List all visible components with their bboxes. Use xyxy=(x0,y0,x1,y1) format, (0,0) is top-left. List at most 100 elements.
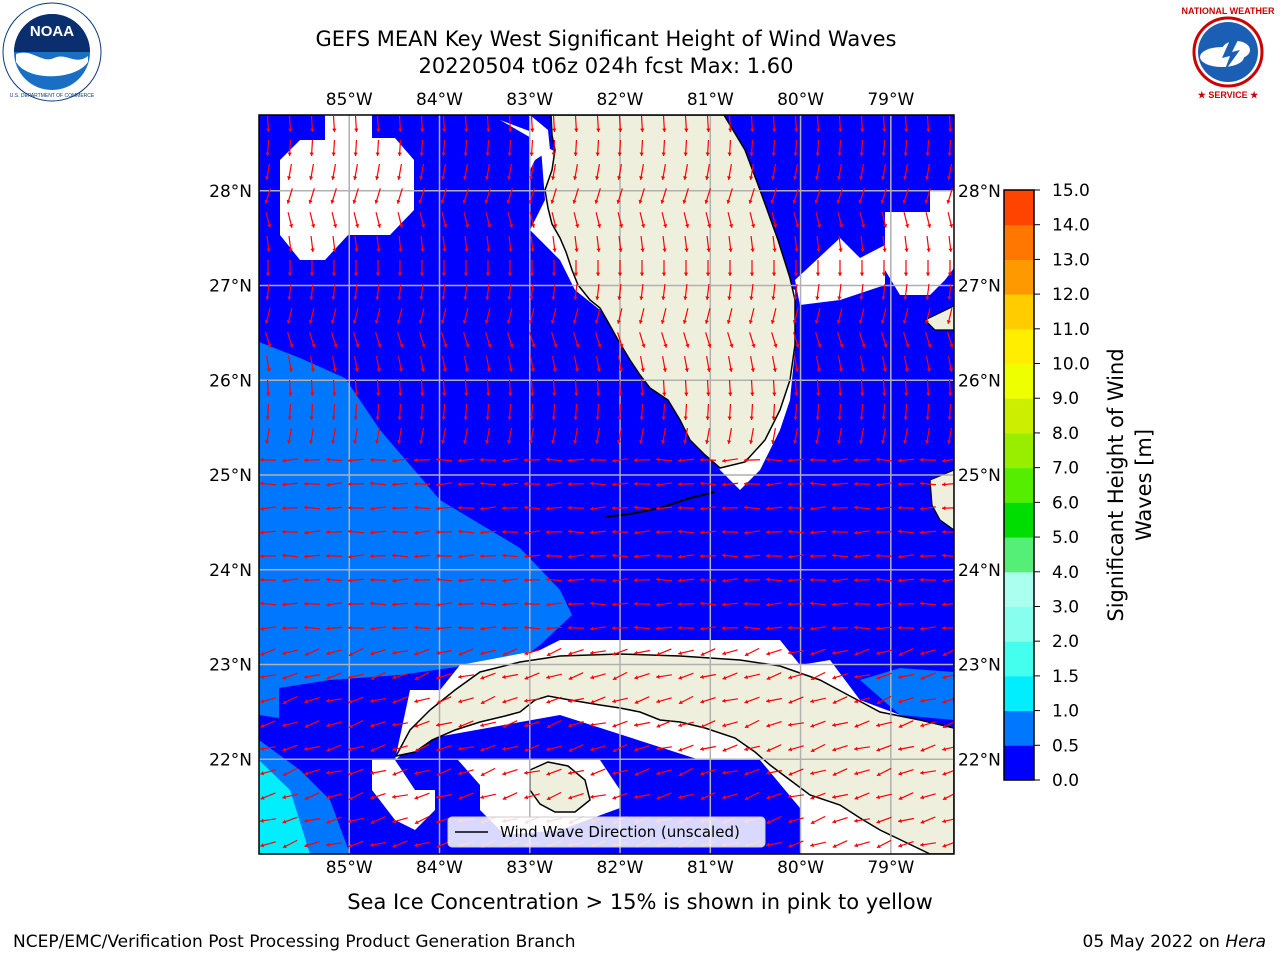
wave-arrow-735 xyxy=(942,649,954,657)
wave-arrow-302 xyxy=(573,332,580,348)
wave-arrow-537 xyxy=(810,506,826,511)
wave-arrow-220 xyxy=(881,260,887,276)
colorbar-segment-4 xyxy=(1004,606,1034,642)
wave-arrow-375 xyxy=(772,379,777,397)
wave-arrow-451 xyxy=(325,457,343,462)
wave-arrow-389 xyxy=(375,403,380,421)
wave-arrow-873 xyxy=(458,769,474,776)
wave-arrow-526 xyxy=(567,505,585,511)
wave-arrow-690 xyxy=(655,626,673,631)
wave-arrow-69 xyxy=(375,164,381,180)
wave-arrow-138 xyxy=(485,212,492,228)
wave-arrow-934 xyxy=(392,817,408,824)
wave-arrow-846 xyxy=(568,744,584,752)
wave-arrow-930 xyxy=(304,817,320,823)
wave-arrow-618 xyxy=(479,577,497,583)
wave-arrow-70 xyxy=(397,164,403,180)
wave-arrow-841 xyxy=(458,746,474,751)
wave-arrow-401 xyxy=(639,403,644,421)
wave-arrow-911 xyxy=(590,794,606,799)
wave-arrow-37 xyxy=(375,139,380,157)
wave-arrow-868 xyxy=(348,768,364,776)
wave-arrow-872 xyxy=(436,768,452,776)
colorbar-tick-label-3: 1.5 xyxy=(1052,667,1079,687)
wave-arrow-36 xyxy=(353,139,358,157)
lon-label-top-0: 85°W xyxy=(326,90,373,110)
wave-arrow-567 xyxy=(765,529,783,535)
wave-arrow-87 xyxy=(771,164,777,180)
wave-arrow-907 xyxy=(502,792,518,800)
wave-arrow-508 xyxy=(876,482,892,487)
wave-arrow-289 xyxy=(287,332,294,348)
wave-arrow-723 xyxy=(678,649,694,656)
lat-label-right-0: 28°N xyxy=(958,182,1001,202)
wave-arrow-237 xyxy=(551,283,556,301)
wave-arrow-693 xyxy=(721,625,739,631)
wave-arrow-183 xyxy=(772,235,777,253)
wave-arrow-228 xyxy=(353,283,358,301)
wave-arrow-14 xyxy=(574,115,579,133)
wave-arrow-208 xyxy=(617,260,623,276)
wave-arrow-120 xyxy=(792,188,799,204)
wave-arrow-828 xyxy=(876,721,892,728)
wave-arrow-66 xyxy=(309,164,315,180)
wave-arrow-765 xyxy=(898,673,914,679)
wave-arrow-662 xyxy=(743,601,761,607)
wave-arrow-715 xyxy=(502,648,518,656)
wave-arrow-239 xyxy=(595,283,600,301)
wave-arrow-829 xyxy=(898,720,914,728)
wave-arrow-142 xyxy=(573,212,580,228)
wave-arrow-293 xyxy=(375,332,382,348)
wave-arrow-216 xyxy=(793,260,799,276)
wave-arrow-488 xyxy=(436,482,452,487)
wave-arrow-863 xyxy=(942,746,954,752)
wave-arrow-387 xyxy=(331,403,336,421)
wave-arrow-487 xyxy=(413,481,431,487)
wave-arrow-626 xyxy=(655,577,673,582)
wave-arrow-770 xyxy=(304,696,320,704)
wave-arrow-684 xyxy=(523,625,541,630)
wave-arrow-352 xyxy=(266,379,271,397)
wave-arrow-182 xyxy=(750,235,755,253)
wave-arrow-363 xyxy=(508,379,513,397)
wave-arrow-627 xyxy=(677,578,695,583)
wave-arrow-277 xyxy=(726,308,733,324)
colorbar-tick-label-14: 12.0 xyxy=(1052,285,1090,305)
wave-arrow-594 xyxy=(655,553,673,559)
colorbar-tick-label-6: 4.0 xyxy=(1052,563,1079,583)
wave-arrow-153 xyxy=(815,212,822,228)
lat-label-right-6: 22°N xyxy=(958,750,1001,770)
wave-arrow-206 xyxy=(573,260,579,276)
wave-arrow-4 xyxy=(354,115,359,133)
wave-arrow-177 xyxy=(640,235,645,253)
wave-arrow-10 xyxy=(486,115,491,133)
wave-arrow-25 xyxy=(816,115,821,133)
wave-arrow-888 xyxy=(788,768,804,776)
wave-arrow-250 xyxy=(837,283,842,301)
wave-arrow-669 xyxy=(897,601,915,607)
wave-arrow-967 xyxy=(414,841,430,848)
wave-arrow-30 xyxy=(926,115,931,133)
wave-arrow-647 xyxy=(413,601,431,607)
wave-arrow-72 xyxy=(441,164,447,180)
wave-arrow-438 xyxy=(749,428,755,444)
wave-arrow-409 xyxy=(815,403,820,421)
wave-arrow-931 xyxy=(326,816,342,824)
wave-arrow-34 xyxy=(309,139,314,157)
wave-arrow-0 xyxy=(266,115,271,133)
wave-arrow-500 xyxy=(699,481,717,486)
wave-arrow-184 xyxy=(794,235,799,253)
colorbar-segment-2 xyxy=(1004,675,1034,712)
wave-arrow-845 xyxy=(546,745,562,752)
wave-arrow-43 xyxy=(507,139,512,157)
wave-arrow-165 xyxy=(376,235,381,253)
wave-arrow-415 xyxy=(947,403,952,421)
wave-arrow-623 xyxy=(589,577,607,583)
wave-arrow-345 xyxy=(815,356,821,372)
wave-arrow-52 xyxy=(705,139,710,157)
wave-arrow-98 xyxy=(308,188,315,204)
wave-arrow-803 xyxy=(326,721,342,728)
colorbar-label-line2: Waves [m] xyxy=(1132,429,1156,541)
wave-arrow-484 xyxy=(347,481,365,487)
wave-arrow-524 xyxy=(523,505,541,510)
